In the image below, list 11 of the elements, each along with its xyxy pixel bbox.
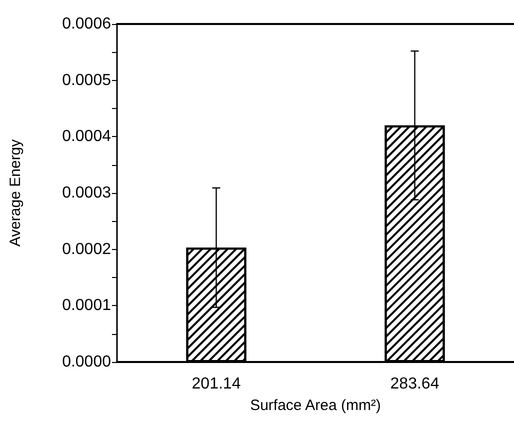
x-axis-title: Surface Area (mm²): [250, 397, 381, 414]
y-tick-label: 0.0005: [62, 72, 112, 89]
y-tick-label: 0.0001: [62, 297, 112, 314]
y-tick-label: 0.0000: [62, 354, 112, 370]
x-tick-label: 201.14: [192, 376, 241, 392]
y-tick-label: 0.0006: [62, 16, 112, 32]
y-tick-label: 0.0003: [62, 184, 112, 202]
x-tick-label: 283.64: [390, 376, 440, 392]
y-tick-label: 0.0004: [62, 128, 112, 146]
y-axis-title: Average Energy: [7, 138, 24, 247]
y-tick-label: 0.0002: [62, 240, 112, 258]
